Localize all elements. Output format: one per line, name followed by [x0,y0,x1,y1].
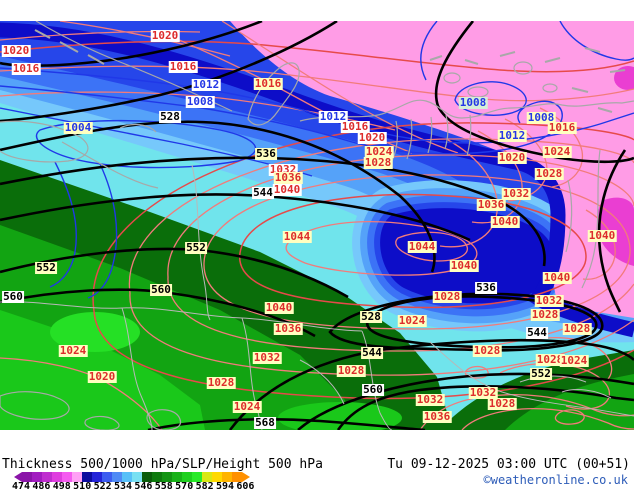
scale-value: 510 [73,481,92,490]
scale-segment [152,472,162,482]
scale-value: 582 [195,481,214,490]
scale-value: 522 [93,481,112,490]
scale-value: 498 [52,481,71,490]
scale-value: 486 [32,481,51,490]
scale-value: 546 [134,481,153,490]
scale-value: 474 [11,481,31,490]
scale-segment [162,472,172,482]
scale-segment [92,472,102,482]
scale-segment [222,472,232,482]
scale-segment [112,472,122,482]
legend-title: Thickness 500/1000 hPa/SLP/Height 500 hP… [2,457,323,472]
scale-segment [182,472,192,482]
scale-segment [132,472,142,482]
scale-segment [212,472,222,482]
scale-segment [32,472,42,482]
scale-segment [122,472,132,482]
scale-value: 606 [236,481,255,490]
scale-segment [102,472,112,482]
scale-segment [172,472,182,482]
scale-arrow-right [242,472,250,482]
scale-segment [52,472,62,482]
scale-segment [62,472,72,482]
scale-value: 570 [175,481,194,490]
forecast-datetime: Tu 09-12-2025 03:00 UTC (00+51) [387,457,630,472]
scale-value: 558 [154,481,173,490]
scale-segment [232,472,242,482]
thickness-color-scale [14,472,250,482]
isobar-contours-high [0,21,634,430]
scale-segment [142,472,152,482]
scale-value: 534 [113,481,133,490]
scale-segment [192,472,202,482]
scale-segment [72,472,82,482]
scale-segment [82,472,92,482]
scale-arrow-left [14,472,22,482]
scale-segment [22,472,32,482]
scale-segment [202,472,212,482]
scale-segment [42,472,52,482]
copyright-link[interactable]: ©weatheronline.co.uk [483,473,629,487]
scale-value: 594 [215,481,235,490]
